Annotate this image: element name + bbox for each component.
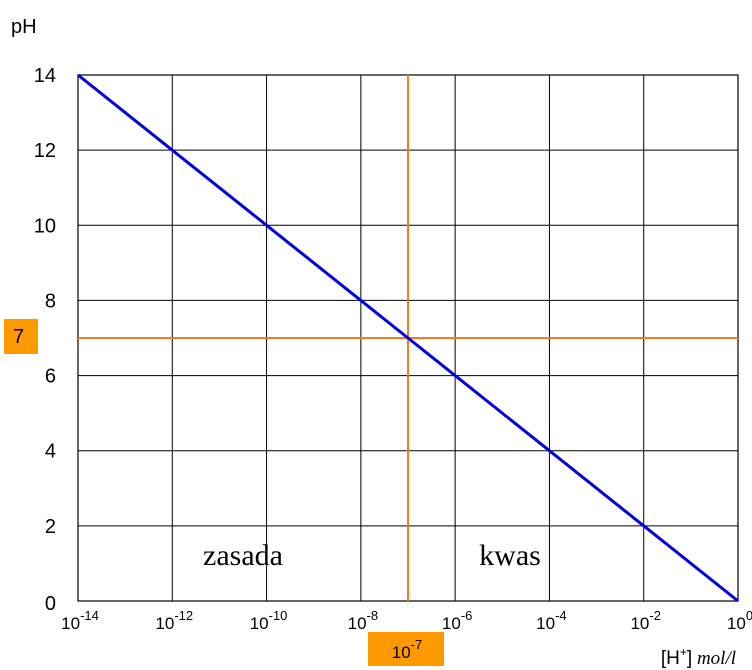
x-tick-exponent: -6 — [461, 608, 473, 623]
x-axis-title: [H+] mol/l — [661, 645, 736, 669]
x-tick-base: 10 — [61, 614, 80, 633]
x-tick-label: 10-14 — [61, 608, 99, 633]
neutral-concentration-highlight — [368, 632, 444, 666]
neutral-concentration-exponent: -7 — [411, 637, 423, 652]
x-tick-exponent: -12 — [174, 608, 193, 623]
x-tick-exponent: -4 — [555, 608, 567, 623]
x-tick-label: 10-8 — [348, 608, 378, 633]
neutral-concentration-label: 10-7 — [392, 637, 422, 662]
y-tick-label: 14 — [34, 65, 56, 87]
x-axis-title-unit: mol/l — [692, 648, 736, 669]
x-tick-base: 10 — [727, 614, 746, 633]
y-tick-label: 8 — [45, 290, 56, 312]
x-tick-exponent: -14 — [80, 608, 99, 623]
x-tick-label: 10-4 — [536, 608, 566, 633]
x-tick-exponent: -10 — [269, 608, 288, 623]
neutral-concentration-base: 10 — [392, 643, 411, 662]
y-tick-label: 6 — [45, 366, 56, 388]
base-region-label: zasada — [203, 539, 283, 572]
y-tick-label: 10 — [34, 215, 56, 237]
x-tick-base: 10 — [630, 614, 649, 633]
x-tick-label: 10-10 — [250, 608, 288, 633]
x-axis-title-close: ] — [687, 648, 692, 669]
y-tick-label: 4 — [45, 441, 56, 463]
x-axis-title-base: [H — [661, 648, 680, 669]
x-tick-base: 10 — [536, 614, 555, 633]
x-tick-label: 10-6 — [442, 608, 472, 633]
ph-line-series — [77, 73, 739, 603]
x-tick-exponent: -2 — [649, 608, 661, 623]
x-tick-base: 10 — [250, 614, 269, 633]
x-tick-label: 10-2 — [630, 608, 660, 633]
y-tick-label: 0 — [45, 593, 56, 615]
x-tick-base: 10 — [348, 614, 367, 633]
x-tick-exponent: 0 — [746, 608, 752, 623]
x-tick-base: 10 — [442, 614, 461, 633]
x-tick-base: 10 — [155, 614, 174, 633]
x-tick-exponent: -8 — [367, 608, 379, 623]
y-axis-title: pH — [11, 16, 37, 38]
neutral-ph-highlight — [4, 319, 38, 354]
neutral-ph-label: 7 — [13, 326, 24, 348]
series-layer — [77, 73, 739, 603]
y-tick-label: 12 — [34, 140, 56, 162]
x-axis-title-sup: + — [680, 645, 687, 659]
y-tick-label: 2 — [45, 516, 56, 538]
x-tick-label: 10-12 — [155, 608, 193, 633]
x-tick-label: 100 — [727, 608, 752, 633]
acid-region-label: kwas — [479, 539, 541, 572]
